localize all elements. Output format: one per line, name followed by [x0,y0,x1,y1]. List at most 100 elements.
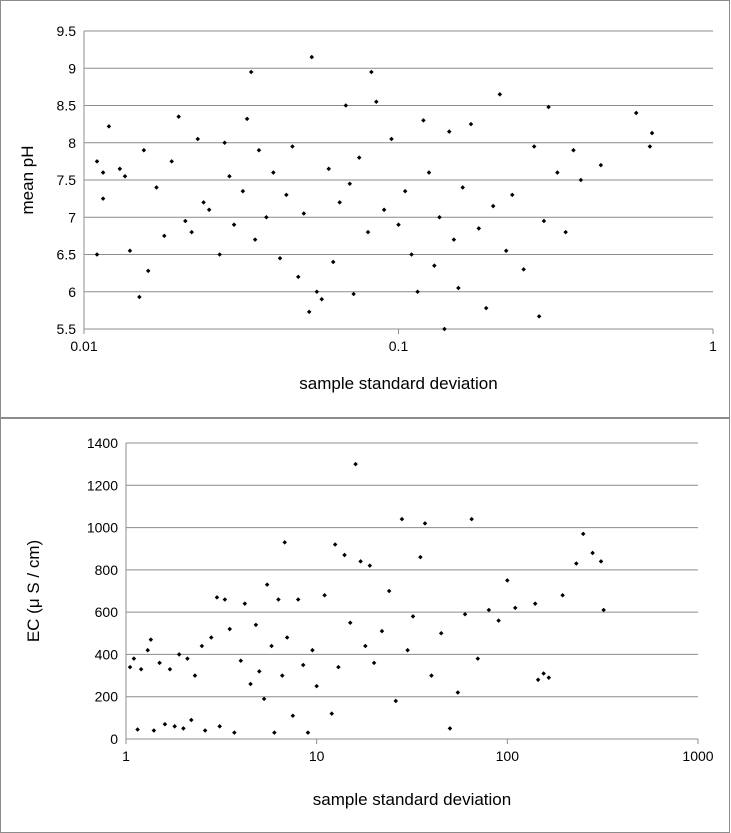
chart-1-data-point [257,669,262,674]
chart-1-data-point [429,673,434,678]
chart-0-data-point [195,136,201,142]
chart-0-data-point [437,214,442,220]
chart-1-data-point [532,601,538,606]
chart-0-y-tick-label: 9 [68,60,76,76]
chart-1-data-point [172,724,177,729]
chart-1-data-point [367,563,373,568]
chart-0-data-point [483,305,489,311]
chart-0-data-point [409,252,414,257]
chart-1-data-point [598,559,604,564]
chart-1-data-point [336,664,341,670]
chart-0-data-point [189,229,194,235]
chart-0-data-point [503,248,509,254]
chart-0-y-tick-label: 7.5 [57,172,77,188]
chart-1-x-tick-label: 1000 [682,748,713,764]
chart-1-data-point [238,658,244,664]
chart-1-data-point [580,531,586,537]
chart-1-data-point [393,698,399,704]
ec-scatter-chart: 0 200 400 600 800 1000 1200 1400 1 10 100 1000 sampl… [24,435,714,809]
chart-1-data-point [541,671,546,676]
chart-0-data-point [451,237,457,242]
chart-1-x-tick-label: 1 [122,748,130,764]
chart-0-data-point [571,147,576,153]
chart-1-data-point [217,724,222,729]
chart-1-y-tick-label: 1400 [87,435,118,451]
chart-1-data-point [261,696,267,702]
ec-chart-panel: 0 200 400 600 800 1000 1200 1400 1 10 100 1000 sampl… [0,418,730,833]
chart-0-data-point [145,268,151,274]
chart-0-data-point [314,289,320,295]
chart-1-y-tick-label: 0 [110,731,118,747]
chart-0-data-point [100,196,106,201]
chart-0-data-point [460,185,465,190]
chart-0-data-point [563,229,568,235]
chart-0-y-tick-label: 5.5 [57,321,77,337]
chart-1-data-point [405,647,410,653]
chart-0-x-tick-label: 0.01 [70,338,97,354]
chart-1-data-point [418,554,423,560]
chart-1-data-point [290,713,296,719]
chart-0-y-tick-label: 8 [68,135,76,151]
chart-0-data-point [578,177,584,183]
chart-1-data-point [462,611,468,617]
chart-1-data-point [560,592,565,598]
chart-0-data-point [490,203,496,209]
chart-1-data-point [199,643,205,649]
chart-1-data-point [486,607,492,613]
chart-0-data-point [271,170,276,175]
chart-1-data-point [253,622,259,628]
chart-1-data-point [590,550,595,556]
chart-0-data-point [301,211,307,216]
chart-1-data-point [242,601,248,606]
chart-1-data-point [363,643,368,649]
chart-1-data-point [135,727,140,732]
chart-0-data-point [351,291,356,297]
chart-0-data-point [389,136,394,142]
chart-1-y-tick-label: 1200 [87,477,118,493]
chart-1-data-point [284,635,290,640]
chart-1-data-point [157,660,162,666]
chart-1-data-point [145,647,150,653]
chart-1-data-point [214,595,220,600]
chart-0-data-point [94,159,100,164]
chart-1-data-point [181,726,186,731]
chart-0-data-point [347,181,353,186]
chart-0-data-point [476,226,482,231]
chart-0-data-point [100,170,106,175]
chart-1-data-point [386,588,392,594]
chart-1-x-axis-title: sample standard deviation [313,790,511,809]
chart-0-data-point [169,159,174,164]
chart-1-data-point [208,635,214,640]
chart-0-data-point [365,229,371,235]
ph-scatter-chart: 5.5 6 6.5 7 7.5 8 8.5 9 9.5 0.01 0.1 1 sample standa… [18,23,717,393]
chart-1-data-point [264,582,270,587]
chart-1-data-point [151,728,157,733]
chart-0-x-tick-label: 1 [709,338,717,354]
chart-1-y-tick-label: 1000 [87,520,118,536]
chart-0-data-point [598,162,604,168]
chart-0-data-point [402,188,408,194]
chart-0-y-tick-label: 6 [68,284,76,300]
chart-1-y-tick-label: 600 [95,604,119,620]
chart-0-data-point [647,144,653,149]
chart-1-data-point [248,681,253,687]
chart-1-data-point [322,592,327,598]
chart-1-data-point [399,516,405,522]
chart-1-data-point [295,597,301,602]
chart-1-data-point [512,605,518,611]
chart-0-data-point [521,267,526,272]
chart-0-data-point [244,116,250,122]
chart-1-data-point [189,717,194,723]
chart-1-data-point [332,542,338,547]
chart-0-data-point [531,144,537,149]
chart-1-data-point [222,597,228,602]
chart-0-data-point [456,285,461,291]
chart-0-data-point [252,237,258,242]
chart-0-data-point [319,296,324,302]
chart-0-data-point [227,174,232,179]
chart-0-data-point [343,103,349,108]
chart-0-data-point [117,166,123,172]
chart-1-data-point [300,662,306,668]
chart-0-data-point [141,147,147,153]
